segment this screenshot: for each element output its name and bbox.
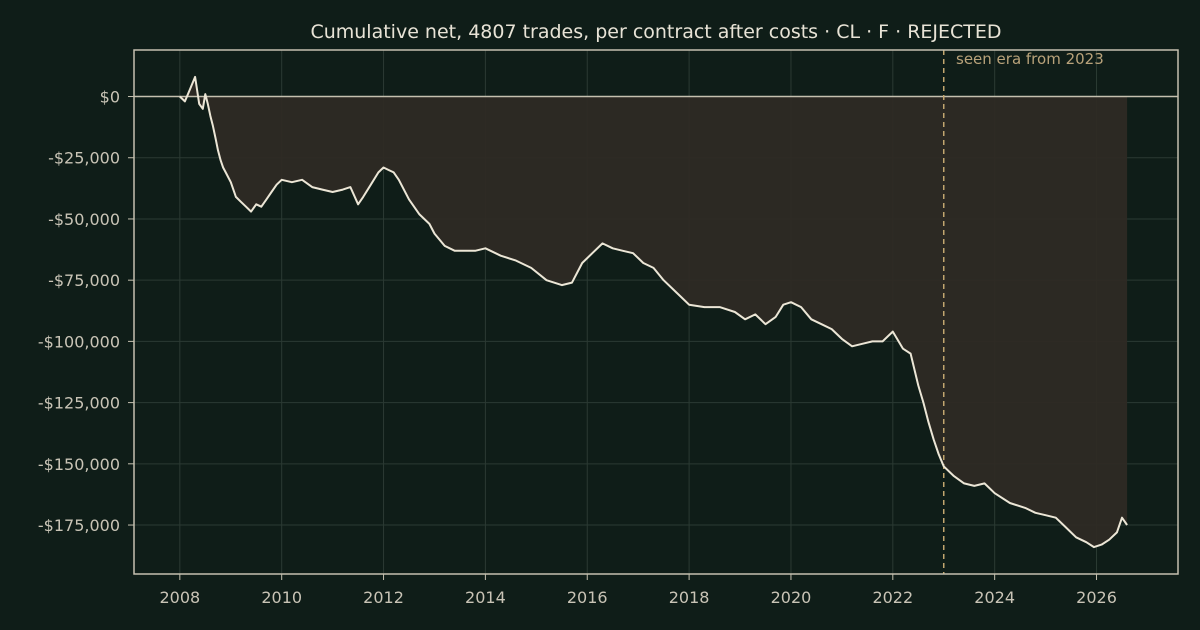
x-tick-label: 2020 [771,588,812,607]
x-axis: 2008 2010 2012 2014 2016 2018 2020 2022 2024 2026 [159,574,1117,607]
x-tick-label: 2018 [669,588,710,607]
y-tick-label: -$50,000 [48,210,120,229]
equity-curve [179,75,1128,549]
x-tick-label: 2012 [363,588,404,607]
y-tick-label: -$75,000 [48,271,120,290]
era-annotation: seen era from 2023 [956,50,1104,68]
x-tick-label: 2014 [465,588,506,607]
equity-curve-layer [179,75,1128,549]
drawdown-area [179,76,1128,548]
plot-frame [133,49,1179,575]
x-tick-label: 2024 [974,588,1015,607]
x-tick-label: 2008 [159,588,200,607]
x-tick-label: 2010 [261,588,302,607]
y-tick-label: -$175,000 [38,516,120,535]
x-tick-label: 2016 [567,588,608,607]
plot-frame-layer [133,49,1179,575]
chart-title: Cumulative net, 4807 trades, per contrac… [310,21,1001,43]
y-axis: $0 -$25,000 -$50,000 -$75,000 -$100,000 -$125… [38,88,134,535]
y-tick-label: $0 [100,88,120,107]
y-tick-label: -$125,000 [38,394,120,413]
x-tick-label: 2022 [872,588,913,607]
drawdown-area-layer [179,76,1128,548]
y-tick-label: -$100,000 [38,332,120,351]
y-tick-label: -$25,000 [48,149,120,168]
x-tick-label: 2026 [1076,588,1117,607]
y-tick-label: -$150,000 [38,455,120,474]
